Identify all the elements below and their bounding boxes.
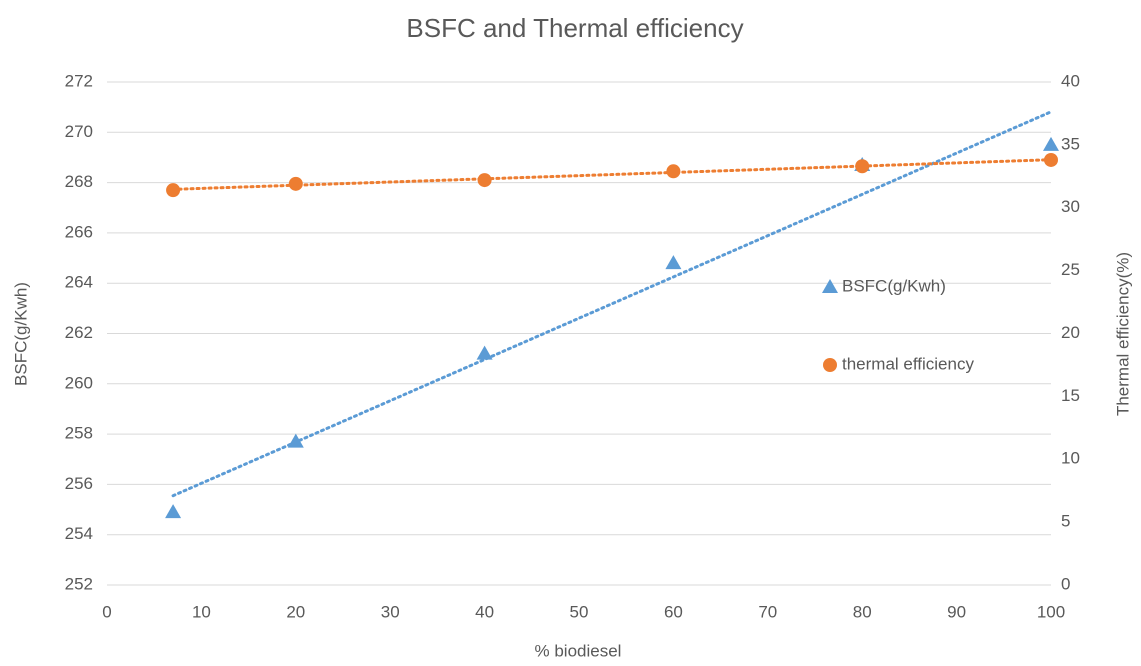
data-point [666,164,680,178]
y-tick-label: 254 [65,524,93,543]
y-tick-label: 266 [65,222,93,241]
x-tick-label: 50 [570,602,589,621]
x-tick-label: 30 [381,602,400,621]
y2-tick-label: 5 [1061,512,1070,531]
x-axis-label: % biodiesel [535,641,622,660]
x-tick-label: 0 [102,602,111,621]
x-tick-label: 100 [1037,602,1065,621]
y2-tick-label: 40 [1061,71,1080,90]
y2-axis-label: Thermal efficiency(%) [1113,252,1132,416]
x-tick-label: 10 [192,602,211,621]
y-tick-label: 258 [65,424,93,443]
y2-tick-label: 20 [1061,323,1080,342]
y-tick-label: 272 [65,71,93,90]
y2-tick-label: 0 [1061,574,1070,593]
y2-tick-label: 15 [1061,386,1080,405]
data-point [478,173,492,187]
y2-tick-label: 10 [1061,449,1080,468]
y2-tick-label: 35 [1061,134,1080,153]
y-tick-label: 270 [65,122,93,141]
x-tick-label: 80 [853,602,872,621]
x-tick-label: 90 [947,602,966,621]
y-tick-label: 252 [65,574,93,593]
y-tick-label: 264 [65,273,93,292]
y-tick-label: 260 [65,373,93,392]
data-point [289,177,303,191]
legend-marker [823,358,837,372]
legend-label: BSFC(g/Kwh) [842,276,946,295]
chart: BSFC and Thermal efficiency % biodiesel … [0,0,1141,666]
y-axis-label: BSFC(g/Kwh) [11,282,30,386]
data-point [1044,153,1058,167]
y-tick-label: 256 [65,474,93,493]
x-tick-label: 40 [475,602,494,621]
y2-tick-label: 25 [1061,260,1080,279]
legend-label: thermal efficiency [842,354,974,373]
data-point [166,183,180,197]
y-tick-label: 268 [65,172,93,191]
x-tick-label: 70 [758,602,777,621]
x-tick-label: 60 [664,602,683,621]
y2-tick-label: 30 [1061,197,1080,216]
x-tick-label: 20 [286,602,305,621]
chart-title: BSFC and Thermal efficiency [406,13,743,43]
y-tick-label: 262 [65,323,93,342]
data-point [855,159,869,173]
